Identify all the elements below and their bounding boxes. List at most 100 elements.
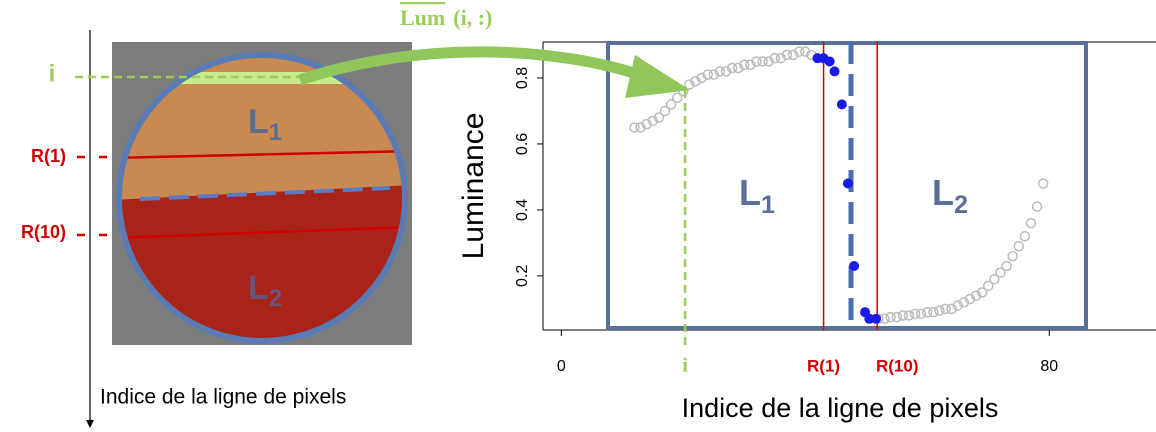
- point: [871, 313, 882, 324]
- region-letter: L: [248, 269, 269, 307]
- point: [1007, 250, 1018, 262]
- region-index: 1: [761, 190, 775, 218]
- point: [964, 293, 976, 305]
- point: [659, 105, 671, 117]
- ref-label: R(1): [31, 146, 66, 166]
- title-overlined: Lum: [400, 5, 445, 30]
- point: [696, 72, 707, 84]
- point: [976, 287, 988, 298]
- point: [781, 49, 793, 61]
- chart-title: Lum (i, :): [400, 5, 492, 30]
- point: [726, 62, 738, 74]
- point: [958, 297, 970, 308]
- point: [989, 273, 1000, 285]
- y-tick-label: 0.8: [514, 67, 531, 89]
- point: [641, 118, 652, 130]
- title-rest: (i, :): [453, 5, 492, 30]
- point: [842, 178, 853, 189]
- point: [983, 280, 994, 292]
- point: [970, 290, 982, 301]
- point: [879, 313, 890, 325]
- point: [903, 310, 915, 321]
- point: [909, 308, 921, 320]
- region-letter: L: [739, 172, 761, 213]
- point: [665, 99, 677, 110]
- point: [671, 92, 683, 104]
- arrow: [298, 46, 657, 86]
- y-tick-label: 0.2: [514, 265, 531, 287]
- point: [702, 69, 713, 80]
- point: [800, 46, 811, 57]
- marker-label: i: [682, 355, 688, 377]
- point: [708, 69, 720, 80]
- point: [775, 52, 787, 64]
- point: [647, 115, 659, 127]
- point: [1025, 217, 1037, 229]
- region-label: L2: [932, 172, 968, 219]
- point: [885, 311, 896, 323]
- region-label: L2: [248, 269, 282, 312]
- point: [757, 56, 768, 67]
- point: [751, 56, 762, 67]
- point: [787, 49, 799, 61]
- point: [946, 303, 957, 315]
- point: [720, 66, 732, 77]
- region-index: 1: [269, 119, 282, 146]
- axis-arrow: [86, 420, 94, 428]
- arrow-head: [625, 55, 690, 98]
- point: [1001, 260, 1012, 272]
- y-tick-label: 0.6: [514, 133, 531, 155]
- region-letter: L: [932, 172, 954, 213]
- marker-label: R(1): [807, 356, 840, 375]
- point: [684, 79, 695, 90]
- point: [1037, 178, 1049, 189]
- point: [995, 267, 1006, 278]
- point: [824, 56, 835, 67]
- x-tick-label: 0: [557, 358, 566, 375]
- point: [829, 66, 840, 77]
- marker-label: R(10): [876, 356, 919, 375]
- region-index: 2: [954, 190, 968, 218]
- point: [928, 306, 939, 318]
- point: [793, 46, 805, 57]
- point: [690, 76, 701, 87]
- point: [1013, 240, 1025, 252]
- point: [922, 306, 933, 318]
- region-box: [606, 41, 1088, 330]
- y-axis-label: Luminance: [457, 113, 490, 260]
- point: [763, 56, 774, 67]
- chart: 0.2 0.4 0.6 0.8 0 80 Luminance Indice de la lig…: [400, 5, 1156, 423]
- point: [897, 310, 909, 321]
- point: [940, 303, 951, 315]
- point: [934, 305, 945, 316]
- region-index: 2: [269, 285, 282, 312]
- point: [739, 59, 750, 71]
- point: [1019, 231, 1031, 242]
- point: [635, 122, 646, 133]
- x-tick-label: 80: [1040, 358, 1058, 375]
- point: [653, 112, 665, 123]
- point: [849, 261, 860, 271]
- region-letter: L: [248, 103, 269, 141]
- point: [891, 311, 903, 323]
- point: [629, 122, 640, 133]
- point: [732, 62, 744, 74]
- point: [714, 66, 726, 77]
- x-axis-label: Indice de la ligne de pixels: [682, 393, 999, 423]
- axis-label: Indice de la ligne de pixels: [100, 386, 346, 409]
- y-tick-label: 0.4: [514, 199, 531, 221]
- region-label: L1: [739, 172, 775, 219]
- row-label: i: [49, 60, 56, 87]
- region-label: L1: [248, 103, 282, 146]
- photo-outline: [116, 52, 408, 344]
- point: [952, 300, 964, 311]
- photo: [119, 55, 405, 341]
- point: [745, 59, 756, 71]
- point: [915, 308, 927, 320]
- point: [1031, 201, 1043, 212]
- point: [836, 99, 847, 110]
- ref-label: R(10): [21, 222, 66, 242]
- point: [769, 52, 781, 64]
